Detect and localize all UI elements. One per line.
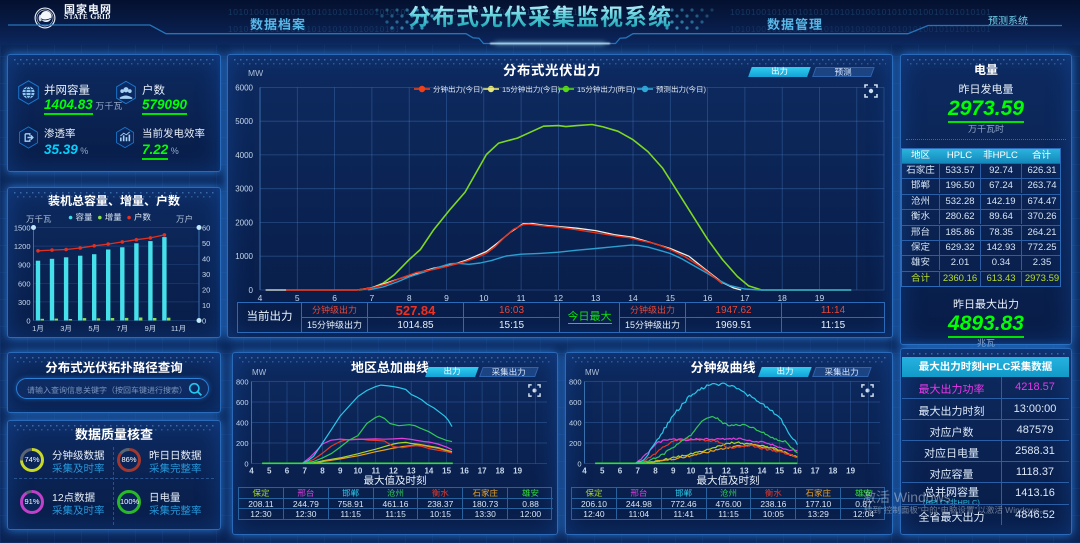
svg-text:17: 17 — [740, 293, 750, 303]
svg-text:3月: 3月 — [60, 324, 72, 333]
svg-text:15: 15 — [666, 293, 676, 303]
svg-text:200: 200 — [569, 439, 582, 448]
svg-text:0: 0 — [249, 286, 254, 295]
svg-text:16: 16 — [793, 467, 802, 476]
svg-text:15分钟出力(今日): 15分钟出力(今日) — [502, 85, 561, 94]
svg-text:13: 13 — [740, 467, 749, 476]
svg-text:50: 50 — [202, 239, 210, 248]
svg-text:17: 17 — [811, 467, 820, 476]
svg-text:16: 16 — [703, 293, 713, 303]
svg-text:1000: 1000 — [235, 252, 253, 261]
svg-text:800: 800 — [236, 377, 249, 386]
svg-text:5: 5 — [267, 467, 272, 476]
svg-text:9: 9 — [338, 467, 343, 476]
svg-text:5: 5 — [295, 293, 300, 303]
svg-text:6: 6 — [285, 467, 290, 476]
svg-text:4: 4 — [258, 293, 263, 303]
svg-text:5000: 5000 — [235, 117, 253, 126]
svg-text:6000: 6000 — [235, 83, 253, 92]
svg-text:17: 17 — [478, 467, 487, 476]
svg-text:14: 14 — [628, 293, 638, 303]
svg-text:0: 0 — [26, 317, 30, 326]
svg-text:19: 19 — [513, 467, 522, 476]
svg-text:20: 20 — [202, 286, 210, 295]
svg-text:7: 7 — [370, 293, 375, 303]
svg-text:1月: 1月 — [32, 324, 44, 333]
svg-text:4: 4 — [249, 467, 254, 476]
svg-text:19: 19 — [815, 293, 825, 303]
svg-text:4: 4 — [582, 467, 587, 476]
svg-text:0: 0 — [202, 317, 206, 326]
svg-text:19: 19 — [846, 467, 855, 476]
svg-text:30: 30 — [202, 270, 210, 279]
svg-text:18: 18 — [777, 293, 787, 303]
svg-text:600: 600 — [569, 398, 582, 407]
svg-text:9: 9 — [671, 467, 676, 476]
svg-text:15分钟出力(昨日): 15分钟出力(昨日) — [577, 85, 636, 94]
svg-text:预测出力(今日): 预测出力(今日) — [656, 85, 706, 94]
svg-text:15: 15 — [775, 467, 784, 476]
svg-text:6: 6 — [618, 467, 623, 476]
svg-text:3000: 3000 — [235, 185, 253, 194]
svg-text:0: 0 — [577, 459, 581, 468]
svg-text:13: 13 — [591, 293, 601, 303]
svg-text:18: 18 — [828, 467, 837, 476]
svg-text:16: 16 — [460, 467, 469, 476]
svg-text:400: 400 — [236, 418, 249, 427]
svg-text:8: 8 — [653, 467, 658, 476]
svg-text:12: 12 — [554, 293, 564, 303]
svg-text:600: 600 — [18, 279, 31, 288]
svg-text:800: 800 — [569, 377, 582, 386]
svg-text:5: 5 — [600, 467, 605, 476]
svg-text:分钟出力(今日): 分钟出力(今日) — [433, 85, 483, 94]
svg-text:11: 11 — [371, 467, 380, 476]
svg-text:9月: 9月 — [145, 324, 157, 333]
svg-text:2000: 2000 — [235, 219, 253, 228]
svg-text:300: 300 — [18, 298, 31, 307]
svg-text:14: 14 — [424, 467, 433, 476]
svg-text:8: 8 — [407, 293, 412, 303]
svg-text:12: 12 — [389, 467, 398, 476]
svg-text:0: 0 — [244, 459, 248, 468]
svg-text:6: 6 — [332, 293, 337, 303]
svg-text:9: 9 — [444, 293, 449, 303]
svg-text:18: 18 — [495, 467, 504, 476]
svg-text:14: 14 — [757, 467, 766, 476]
svg-text:4000: 4000 — [235, 151, 253, 160]
svg-text:10: 10 — [479, 293, 489, 303]
svg-text:11月: 11月 — [171, 324, 186, 333]
svg-text:1200: 1200 — [14, 242, 31, 251]
svg-text:11: 11 — [517, 293, 526, 303]
svg-text:200: 200 — [236, 439, 249, 448]
svg-text:5月: 5月 — [88, 324, 100, 333]
svg-text:10: 10 — [353, 467, 362, 476]
svg-text:8: 8 — [320, 467, 325, 476]
svg-text:10: 10 — [202, 301, 210, 310]
svg-text:7: 7 — [635, 467, 640, 476]
svg-text:1500: 1500 — [14, 224, 31, 233]
svg-text:13: 13 — [407, 467, 416, 476]
svg-text:60: 60 — [202, 224, 210, 233]
svg-text:15: 15 — [442, 467, 451, 476]
svg-text:10: 10 — [686, 467, 695, 476]
svg-text:400: 400 — [569, 418, 582, 427]
svg-text:7月: 7月 — [116, 324, 128, 333]
svg-text:900: 900 — [18, 261, 31, 270]
svg-text:11: 11 — [704, 467, 713, 476]
svg-text:7: 7 — [302, 467, 307, 476]
svg-text:12: 12 — [722, 467, 731, 476]
svg-text:600: 600 — [236, 398, 249, 407]
svg-text:40: 40 — [202, 255, 210, 264]
